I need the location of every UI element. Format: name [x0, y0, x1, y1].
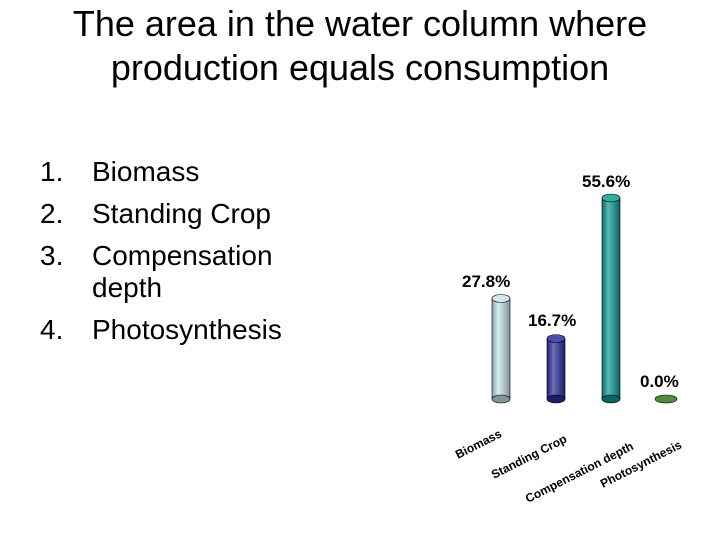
bar-3: [601, 193, 621, 404]
data-label-4: 0.0%: [640, 372, 679, 391]
bar-4: [654, 394, 678, 404]
slide-title: The area in the water column where produ…: [72, 3, 648, 88]
category-label-1: Biomass: [453, 426, 504, 461]
chart-data-labels: 27.8% 16.7% 55.6% 0.0%: [462, 172, 679, 391]
option-text: Biomass: [92, 156, 200, 187]
option-text: Photosynthesis: [92, 314, 282, 345]
answer-options: 1. Biomass 2. Standing Crop 3. Compensat…: [40, 156, 332, 356]
option-number: 4.: [40, 314, 64, 345]
data-label-3: 55.6%: [582, 172, 630, 191]
bar-1: [491, 294, 511, 404]
option-number: 1.: [40, 156, 64, 187]
option-2: 2. Standing Crop: [40, 198, 332, 230]
bar-2: [546, 334, 566, 404]
option-3: 3. Compensation depth: [40, 240, 332, 304]
option-1: 1. Biomass: [40, 156, 332, 188]
option-text: Compensation depth: [92, 240, 273, 303]
data-label-1: 27.8%: [462, 272, 510, 291]
option-4: 4. Photosynthesis: [40, 314, 332, 346]
data-label-2: 16.7%: [528, 311, 576, 330]
option-number: 3.: [40, 240, 64, 271]
option-number: 2.: [40, 198, 64, 229]
option-text: Standing Crop: [92, 198, 272, 229]
chart-bars: [491, 193, 678, 404]
